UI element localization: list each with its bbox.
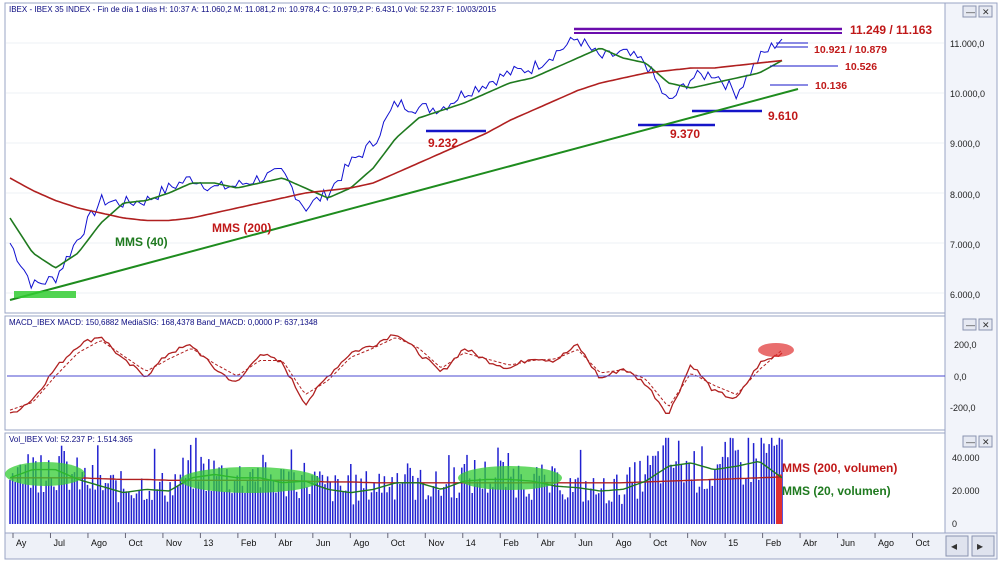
minimize-button[interactable] xyxy=(962,318,977,331)
label-mms20-volume: MMS (20, volumen) xyxy=(782,484,891,498)
macd-header: MACD_IBEX MACD: 150,6882 MediaSIG: 168,4… xyxy=(9,318,318,327)
y-tick-label: 8.000,0 xyxy=(950,190,980,200)
x-axis-area xyxy=(4,532,998,560)
price-plot xyxy=(6,36,944,294)
x-tick-label: Jul xyxy=(53,538,65,548)
close-button[interactable] xyxy=(978,5,993,18)
x-tick-label: Ago xyxy=(878,538,894,548)
x-tick-label: Abr xyxy=(278,538,292,548)
y-tick-label: 40.000 xyxy=(952,453,980,463)
minimize-icon: — xyxy=(966,320,975,330)
macd-plot xyxy=(9,334,783,414)
price-y-axis: 11.000,0 10.000,0 9.000,0 8.000,0 7.000,… xyxy=(950,39,985,300)
label-10526: 10.526 xyxy=(845,61,877,73)
y-tick-label: 9.000,0 xyxy=(950,139,980,149)
volume-plot xyxy=(9,437,783,524)
label-10136: 10.136 xyxy=(815,80,847,92)
x-tick-label: 13 xyxy=(203,538,213,548)
x-tick-label: Oct xyxy=(916,538,931,548)
volume-last-bar xyxy=(776,474,782,524)
x-tick-label: Ago xyxy=(353,538,369,548)
y-tick-label: 0 xyxy=(952,519,957,529)
x-tick-label: Feb xyxy=(241,538,257,548)
y-tick-label: 20.000 xyxy=(952,486,980,496)
x-tick-label: Jun xyxy=(841,538,856,548)
x-tick-label: Ay xyxy=(16,538,27,548)
close-icon: ✕ xyxy=(982,437,990,447)
x-tick-label: Oct xyxy=(653,538,668,548)
volume-header: Vol_IBEX Vol: 52.237 P: 1.514.365 xyxy=(9,435,133,444)
y-tick-label: -200,0 xyxy=(950,403,976,413)
x-tick-label: Oct xyxy=(128,538,143,548)
volume-y-axis: 40.000 20.000 0 xyxy=(952,453,980,529)
x-tick-label: Abr xyxy=(803,538,817,548)
x-axis: Ay Jul Ago Oct Nov 13 Feb Abr Jun Ago Oct Nov 14 Feb A… xyxy=(12,533,931,548)
macd-peak-highlight xyxy=(758,343,794,357)
macd-line xyxy=(9,334,783,414)
y-tick-label: 0,0 xyxy=(954,372,967,382)
close-button[interactable] xyxy=(978,435,993,448)
label-9370: 9.370 xyxy=(670,127,700,141)
volume-mms20-line xyxy=(9,460,783,494)
x-tick-label: Ago xyxy=(91,538,107,548)
volume-highlight-1 xyxy=(5,462,85,486)
series-line-mms40 xyxy=(9,47,783,269)
minimize-icon: — xyxy=(966,437,975,447)
zoom-in-icon: ▸ xyxy=(977,539,983,553)
volume-highlight-2 xyxy=(180,467,320,493)
y-tick-label: 11.000,0 xyxy=(950,39,984,49)
close-icon: ✕ xyxy=(982,7,990,17)
y-tick-label: 200,0 xyxy=(954,340,977,350)
x-tick-label: Feb xyxy=(766,538,782,548)
price-header: IBEX - IBEX 35 INDEX - Fin de día 1 días… xyxy=(9,5,497,14)
base-support-highlight xyxy=(14,291,76,298)
macd-y-axis: 200,0 0,0 -200,0 xyxy=(950,340,977,413)
x-tick-label: Nov xyxy=(428,538,445,548)
label-mms200: MMS (200) xyxy=(212,221,271,235)
x-tick-label: Nov xyxy=(691,538,708,548)
y-tick-label: 6.000,0 xyxy=(950,290,980,300)
macd-panel xyxy=(4,315,946,431)
uptrend-line xyxy=(9,88,799,301)
zoom-out-icon: ◂ xyxy=(951,539,957,553)
label-10921-10879: 10.921 / 10.879 xyxy=(814,44,887,56)
label-mms40: MMS (40) xyxy=(115,235,168,249)
volume-highlight-3 xyxy=(458,466,562,490)
volume-panel-controls[interactable]: — ✕ xyxy=(962,435,993,448)
label-mms200-volume: MMS (200, volumen) xyxy=(782,461,897,475)
x-tick-label: Jun xyxy=(578,538,593,548)
minimize-button[interactable] xyxy=(962,435,977,448)
zoom-in-button[interactable] xyxy=(971,535,995,557)
zoom-out-button[interactable] xyxy=(945,535,969,557)
series-line-mms200 xyxy=(9,59,783,222)
y-tick-label: 10.000,0 xyxy=(950,89,985,99)
y-tick-label: 7.000,0 xyxy=(950,240,980,250)
x-tick-label: Nov xyxy=(166,538,183,548)
label-11249-11163: 11.249 / 11.163 xyxy=(850,23,932,37)
macd-panel-controls[interactable]: — ✕ xyxy=(962,318,993,331)
label-9610: 9.610 xyxy=(768,109,798,123)
x-scroll-controls[interactable]: ◂ ▸ xyxy=(945,535,995,557)
x-tick-label: Oct xyxy=(391,538,406,548)
price-panel-controls[interactable]: — ✕ xyxy=(962,5,993,18)
x-tick-label: 14 xyxy=(466,538,476,548)
close-icon: ✕ xyxy=(982,320,990,330)
x-tick-label: 15 xyxy=(728,538,738,548)
x-tick-label: Jun xyxy=(316,538,331,548)
macd-signal-line xyxy=(9,337,783,411)
x-tick-label: Ago xyxy=(616,538,632,548)
close-button[interactable] xyxy=(978,318,993,331)
minimize-button[interactable] xyxy=(962,5,977,18)
x-tick-label: Abr xyxy=(541,538,555,548)
label-9232: 9.232 xyxy=(428,136,458,150)
minimize-icon: — xyxy=(966,7,975,17)
x-tick-label: Feb xyxy=(503,538,519,548)
price-panel xyxy=(4,2,946,314)
